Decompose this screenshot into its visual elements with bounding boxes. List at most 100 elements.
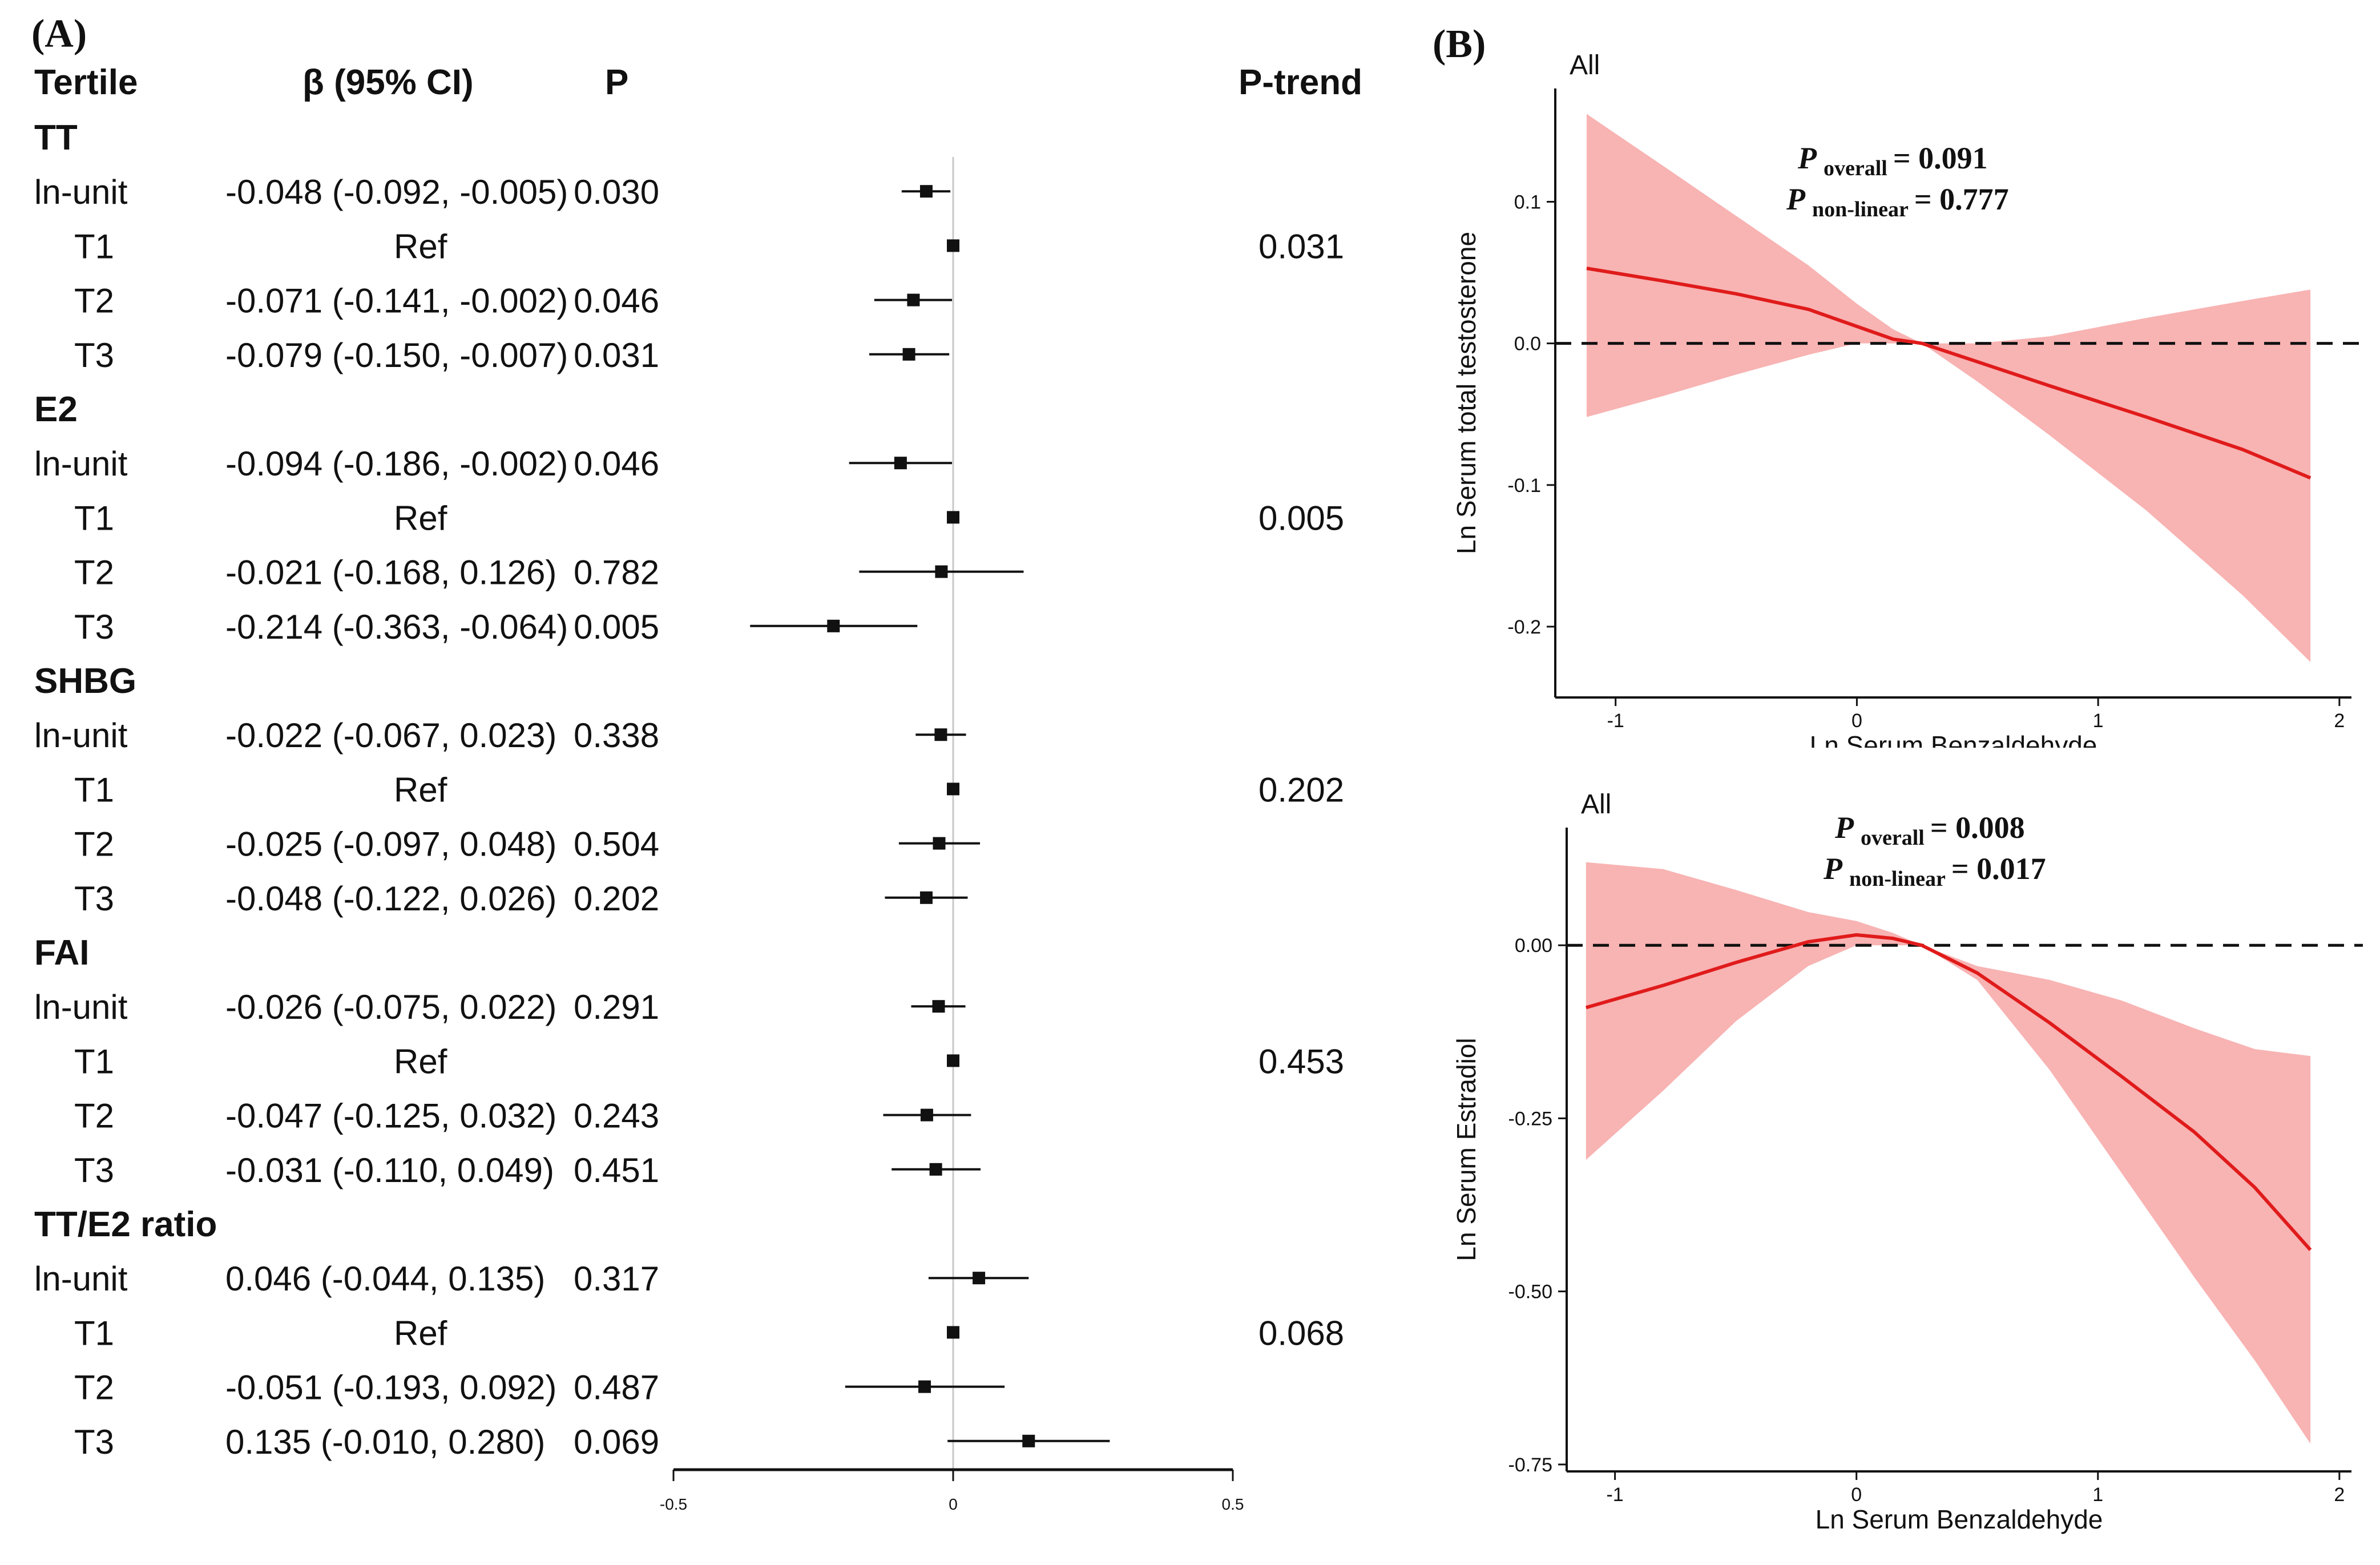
x-tick-label: 0 <box>1851 710 1862 732</box>
row-label: T1 <box>74 1042 114 1080</box>
p-value-text: 0.031 <box>574 336 659 374</box>
x-tick-label: 0.5 <box>1222 1495 1244 1513</box>
row-label: T2 <box>74 282 114 320</box>
beta-ci-text: Ref <box>394 499 447 537</box>
y-tick-label: -0.25 <box>1508 1108 1553 1130</box>
x-tick-label: 1 <box>2093 710 2104 732</box>
x-tick-label: 2 <box>2334 710 2345 732</box>
beta-ci-text: Ref <box>394 1042 447 1080</box>
row-label: T1 <box>74 1314 114 1352</box>
confidence-band <box>1586 114 2311 662</box>
point-estimate <box>935 565 948 578</box>
header-p: P <box>605 63 628 102</box>
beta-ci-text: -0.048 (-0.122, 0.026) <box>225 880 556 918</box>
point-estimate <box>902 348 915 361</box>
p-trend-text: 0.068 <box>1258 1314 1344 1352</box>
row-label: T3 <box>74 1151 114 1189</box>
x-tick-label: 2 <box>2334 1484 2345 1506</box>
p-symbol: P <box>1797 141 1817 175</box>
p-overall-value: = 0.008 <box>1930 810 2025 845</box>
x-tick-label: -0.5 <box>660 1495 687 1513</box>
point-estimate <box>947 1326 959 1339</box>
p-trend-text: 0.031 <box>1258 227 1344 265</box>
point-estimate <box>894 457 907 470</box>
p-value-text: 0.338 <box>574 716 659 755</box>
row-label: ln-unit <box>34 445 128 483</box>
spline-chart-estradiol: All -0.75 -0.50 -0.25 0.00 -1 0 1 2 Ln Serum Benz… <box>1451 789 2363 1534</box>
beta-ci-text: Ref <box>394 771 447 809</box>
row-label: ln-unit <box>34 716 128 755</box>
row-label: T2 <box>74 825 114 864</box>
p-overall-label: overall <box>1861 826 1925 850</box>
row-label: ln-unit <box>34 173 128 211</box>
point-estimate <box>934 728 947 741</box>
p-value-text: 0.030 <box>574 173 659 211</box>
row-label: T3 <box>74 1423 114 1461</box>
beta-ci-text: -0.079 (-0.150, -0.007) <box>225 336 568 374</box>
point-estimate <box>827 619 840 632</box>
group-label: TT <box>34 118 78 158</box>
point-estimate <box>947 511 959 524</box>
beta-ci-text: -0.047 (-0.125, 0.032) <box>225 1097 556 1135</box>
beta-ci-text: -0.021 (-0.168, 0.126) <box>225 554 556 592</box>
p-trend-text: 0.005 <box>1258 499 1344 537</box>
header-tertile: Tertile <box>34 63 138 102</box>
p-nonlinear-label: non-linear <box>1812 197 1909 221</box>
forest-rows: TT ln-unit -0.048 (-0.092, -0.005) 0.030 T1 R… <box>34 118 1344 1461</box>
p-symbol: P <box>1834 810 1854 845</box>
spline-chart-testosterone: (B) All -0.2 -0.1 0.0 0.1 -1 0 1 2 Ln Serum Benzal… <box>1433 22 2363 748</box>
beta-ci-text: -0.051 (-0.193, 0.092) <box>225 1369 556 1407</box>
beta-ci-text: -0.071 (-0.141, -0.002) <box>225 282 568 320</box>
p-nonlinear-label: non-linear <box>1849 867 1946 891</box>
p-value-text: 0.291 <box>574 988 659 1026</box>
row-label: T3 <box>74 880 114 918</box>
beta-ci-text: -0.022 (-0.067, 0.023) <box>225 716 556 755</box>
p-value-text: 0.451 <box>574 1151 659 1189</box>
x-tick-label: 1 <box>2092 1484 2103 1506</box>
x-tick-label: -1 <box>1607 710 1624 732</box>
p-value-text: 0.243 <box>574 1097 659 1135</box>
x-tick-label: 0 <box>1851 1484 1862 1506</box>
x-tick-label: -1 <box>1606 1484 1623 1506</box>
panel-a-label: (A) <box>31 12 87 56</box>
p-overall-value: = 0.091 <box>1893 141 1988 175</box>
beta-ci-text: Ref <box>394 1314 447 1352</box>
group-label: TT/E2 ratio <box>34 1205 217 1244</box>
p-value-text: 0.487 <box>574 1369 659 1407</box>
p-value-text: 0.202 <box>574 880 659 918</box>
row-label: T3 <box>74 608 114 646</box>
x-axis-label: Ln Serum Benzaldehyde <box>1816 1505 2103 1534</box>
point-estimate <box>919 185 933 198</box>
y-axis-label: Ln Serum Estradiol <box>1451 1038 1481 1261</box>
subtitle: All <box>1570 50 1600 80</box>
y-tick-label: 0.0 <box>1514 333 1541 355</box>
p-value-text: 0.317 <box>574 1260 659 1298</box>
p-value-text: 0.069 <box>574 1423 659 1461</box>
point-estimate <box>947 1054 959 1067</box>
point-estimate <box>920 1108 933 1122</box>
point-estimate <box>947 782 959 796</box>
beta-ci-text: Ref <box>394 227 447 265</box>
x-axis-label: Ln Serum Benzaldehyde <box>1810 731 2097 748</box>
point-estimate <box>918 1380 931 1393</box>
beta-ci-text: -0.094 (-0.186, -0.002) <box>225 445 568 483</box>
panel-b-label: (B) <box>1433 22 1486 66</box>
p-nonlinear-value: = 0.017 <box>1951 852 2046 886</box>
point-estimate <box>919 891 933 904</box>
spline-estimate-line <box>1586 267 2312 480</box>
y-tick-label: -0.2 <box>1507 616 1541 638</box>
beta-ci-text: -0.214 (-0.363, -0.064) <box>225 608 568 646</box>
spline-estimate-line <box>1586 933 2312 1251</box>
p-value-text: 0.046 <box>574 445 659 483</box>
header-beta: β (95% CI) <box>302 63 474 102</box>
row-label: T1 <box>74 499 114 537</box>
confidence-band <box>1586 862 2311 1444</box>
beta-ci-text: -0.031 (-0.110, 0.049) <box>225 1151 554 1189</box>
x-tick-label: 0 <box>949 1495 958 1513</box>
point-estimate <box>947 239 959 252</box>
p-value-text: 0.046 <box>574 282 659 320</box>
